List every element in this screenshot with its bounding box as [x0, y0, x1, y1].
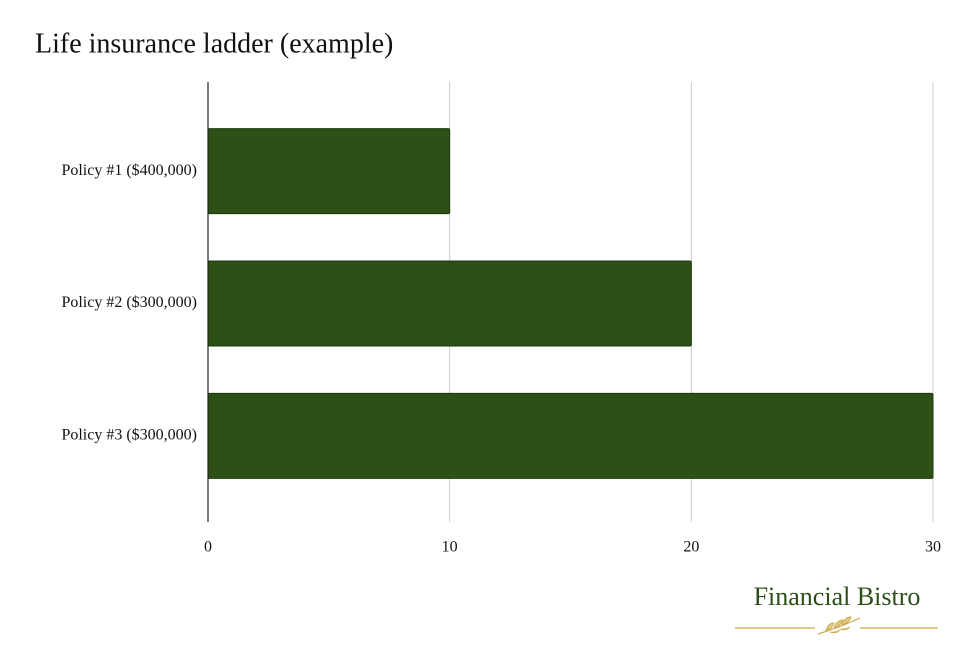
x-tick-label: 20: [683, 539, 699, 556]
x-tick-label: 10: [442, 539, 458, 556]
x-tick-label: 30: [925, 539, 941, 556]
bar: [207, 392, 934, 479]
x-tick-label: 0: [204, 539, 212, 556]
logo-leaf: [817, 617, 861, 635]
chart-title: Life insurance ladder (example): [35, 28, 393, 59]
logo-leaf: [825, 616, 852, 634]
logo: Financial Bistro: [735, 582, 938, 635]
y-tick-label: Policy #2 ($300,000): [61, 294, 197, 311]
bar: [207, 260, 692, 347]
logo-text: Financial Bistro: [754, 582, 921, 611]
bar: [207, 128, 451, 215]
y-tick-label: Policy #1 ($400,000): [61, 162, 197, 179]
y-tick-label: Policy #3 ($300,000): [61, 427, 197, 444]
